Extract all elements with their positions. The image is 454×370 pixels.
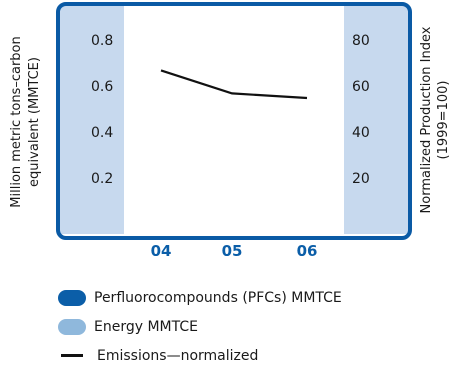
left-tick-label: 0.6 <box>91 79 113 95</box>
legend-label-emissions: Emissions—normalized <box>97 347 259 364</box>
category-label: 04 <box>151 242 172 260</box>
right-axis-title: Normalized Production Index <box>419 26 434 213</box>
right-panel <box>344 6 408 236</box>
right-tick-label: 40 <box>352 125 370 141</box>
right-tick-label: 20 <box>352 171 370 187</box>
legend-item-energy: Energy MMTCE <box>58 312 438 341</box>
legend-label-pfc: Perfluorocompounds (PFCs) MMTCE <box>94 289 342 306</box>
category-label: 05 <box>222 242 243 260</box>
left-axis-title: Million metric tons–carbon <box>9 36 24 207</box>
left-panel <box>60 6 124 236</box>
legend-swatch-line <box>61 354 83 357</box>
legend-item-emissions: Emissions—normalized <box>58 341 438 370</box>
chart-plot: 0.2 20 0.4 40 0.6 60 0.8 80 04 05 06 Million metric… <box>9 2 451 260</box>
legend: Perfluorocompounds (PFCs) MMTCE Energy M… <box>58 283 438 370</box>
right-tick-label: 80 <box>352 33 370 49</box>
left-tick-label: 0.8 <box>91 33 113 49</box>
category-label: 06 <box>297 242 318 260</box>
legend-label-energy: Energy MMTCE <box>94 318 198 335</box>
left-tick-label: 0.4 <box>91 125 113 141</box>
left-axis-title-line2: equivalent (MMTCE) <box>27 57 42 187</box>
legend-item-pfc: Perfluorocompounds (PFCs) MMTCE <box>58 283 438 312</box>
plot-frame <box>56 2 412 240</box>
legend-swatch-energy <box>58 318 86 335</box>
right-axis-title-line2: (1999=100) <box>436 81 451 160</box>
right-tick-label: 60 <box>352 79 370 95</box>
legend-swatch-pfc <box>58 289 86 306</box>
emissions-line <box>160 69 308 100</box>
left-tick-label: 0.2 <box>91 171 113 187</box>
